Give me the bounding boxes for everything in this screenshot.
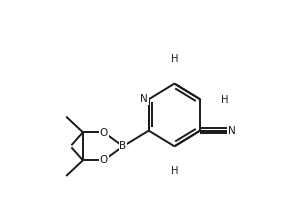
- Text: O: O: [100, 155, 108, 165]
- Text: H: H: [171, 166, 178, 176]
- Text: N: N: [140, 94, 148, 104]
- Text: B: B: [119, 141, 127, 151]
- Text: H: H: [221, 95, 228, 105]
- Text: H: H: [171, 54, 178, 64]
- Text: O: O: [100, 128, 108, 138]
- Text: N: N: [228, 126, 236, 136]
